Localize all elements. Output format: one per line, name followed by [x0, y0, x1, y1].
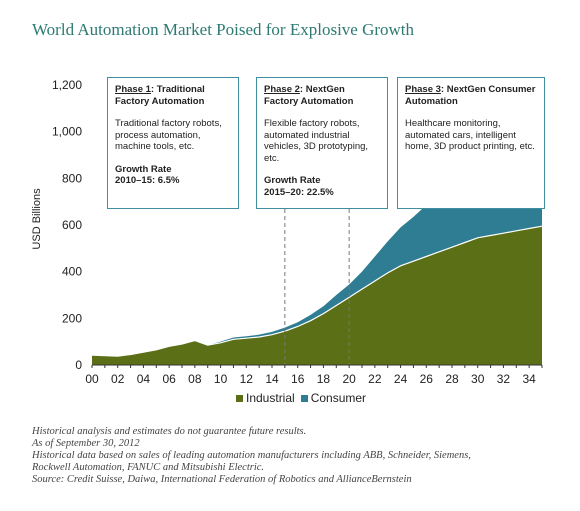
- x-tick-label: 26: [420, 372, 434, 386]
- x-tick-label: 32: [497, 372, 511, 386]
- chart-title: World Automation Market Poised for Explo…: [32, 20, 415, 39]
- phase-1-growth-value: 2010–15: 6.5%: [115, 175, 180, 186]
- chart-legend: Industrial Consumer: [236, 391, 372, 405]
- phase-2-title-rest: : NextGen Factory Automation: [264, 84, 354, 107]
- y-tick-label: 0: [75, 358, 82, 372]
- footnote-3: Historical data based on sales of leadin…: [32, 450, 471, 461]
- y-tick-label: 600: [62, 218, 82, 232]
- y-axis-label: USD Billions: [31, 188, 43, 250]
- phase-1-box: Phase 1: Traditional Factory Automation …: [107, 77, 239, 209]
- y-tick-label: 200: [62, 311, 82, 325]
- phase-2-box: Phase 2: NextGen Factory Automation Flex…: [256, 77, 388, 209]
- x-tick-label: 04: [137, 372, 151, 386]
- x-tick-label: 14: [265, 372, 279, 386]
- phase-2-title: Phase 2: NextGen Factory Automation: [264, 84, 380, 107]
- footnote-4: Rockwell Automation, FANUC and Mitsubish…: [32, 462, 265, 473]
- x-tick-label: 06: [162, 372, 176, 386]
- x-tick-label: 10: [214, 372, 228, 386]
- footnote-2: As of September 30, 2012: [32, 438, 140, 449]
- phase-1-title-rest: : Traditional Factory Automation: [115, 84, 205, 107]
- legend-swatch-consumer: [300, 394, 308, 402]
- phase-3-box: Phase 3: NextGen Consumer Automation Hea…: [397, 77, 545, 209]
- phase-3-description: Healthcare monitoring, automated cars, i…: [405, 118, 535, 152]
- x-tick-label: 20: [342, 372, 356, 386]
- x-axis: 00 02 04 06 08 10 12 14 16 18 20 22 24 26 28 30 32 34: [85, 364, 543, 386]
- phase-3-title-rest: : NextGen Consumer Automation: [405, 84, 536, 107]
- x-tick-label: 02: [111, 372, 125, 386]
- phase-3-name: Phase 3: [405, 84, 441, 95]
- phase-1-name: Phase 1: [115, 84, 151, 95]
- y-axis: 0 200 400 600 800 1,000 1,200: [52, 78, 82, 372]
- legend-label-industrial: Industrial: [246, 391, 295, 405]
- footnote-1: Historical analysis and estimates do not…: [32, 426, 307, 437]
- phase-2-name: Phase 2: [264, 84, 300, 95]
- x-tick-label: 34: [522, 372, 536, 386]
- phase-dividers: [284, 209, 350, 365]
- legend-item-consumer: Consumer: [300, 391, 367, 405]
- legend-label-consumer: Consumer: [310, 391, 367, 405]
- x-tick-label: 28: [445, 372, 459, 386]
- phase-1-growth-label: Growth Rate: [115, 163, 172, 175]
- x-tick-label: 18: [317, 372, 331, 386]
- phase-2-growth-label: Growth Rate: [264, 175, 321, 186]
- industrial-top-line: [91, 225, 543, 357]
- footnote-5: Source: Credit Suisse, Daiwa, Internatio…: [32, 474, 412, 485]
- phase-3-title: Phase 3: NextGen Consumer Automation: [405, 84, 537, 107]
- area-chart: 0 200 400 600 800 1,000 1,200 00 02 04 06 08 10 12 14…: [31, 78, 543, 386]
- x-tick-label: 22: [368, 372, 382, 386]
- phase-2-description: Flexible factory robots, automated indus…: [264, 118, 369, 164]
- footnotes: Historical analysis and estimates do not…: [32, 426, 471, 486]
- legend-item-industrial: Industrial: [236, 391, 295, 405]
- y-tick-label: 1,200: [52, 78, 82, 92]
- y-tick-label: 400: [62, 265, 82, 279]
- phase-2-growth-value: 2015–20: 22.5%: [264, 186, 334, 198]
- y-tick-label: 800: [62, 171, 82, 185]
- x-tick-label: 16: [291, 372, 305, 386]
- x-tick-label: 00: [85, 372, 99, 386]
- area-industrial: [92, 226, 542, 365]
- y-tick-label: 1,000: [52, 125, 82, 139]
- x-tick-label: 24: [394, 372, 408, 386]
- x-tick-label: 30: [471, 372, 485, 386]
- phase-1-description: Traditional factory robots, process auto…: [115, 118, 222, 152]
- legend-swatch-industrial: [236, 394, 243, 402]
- phase-1-title: Phase 1: Traditional Factory Automation: [115, 84, 231, 107]
- x-tick-label: 08: [188, 372, 202, 386]
- x-tick-label: 12: [240, 372, 254, 386]
